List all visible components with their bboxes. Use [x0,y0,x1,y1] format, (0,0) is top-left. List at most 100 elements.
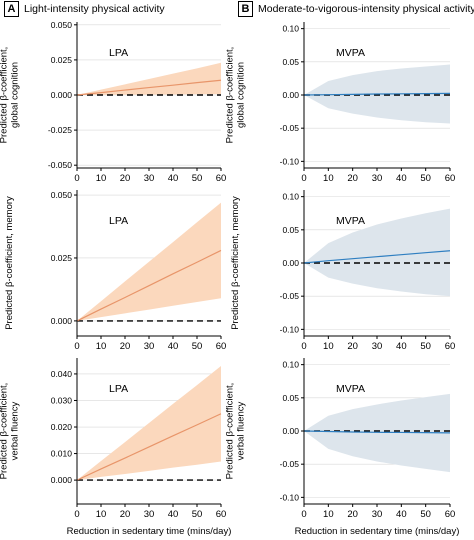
y-axis-label: Predicted β-coefficient, [0,47,10,144]
y-tick-label: 0.010 [51,449,73,459]
y-tick-label: 0.10 [282,192,299,202]
x-tick-label: 0 [301,341,306,352]
y-tick-label: 0.10 [282,360,299,370]
y-axis-label: verbal fluency [236,401,247,460]
x-tick-label: 0 [74,341,79,352]
y-axis-label: Predicted β-coefficient, memory [4,196,15,330]
y-axis-label: Predicted β-coefficient, [225,383,236,480]
chart-3-lpa: 0.000 0.010 0.020 0.030 0.040 0 10 20 30 40 50 60 LP… [0,358,231,537]
series-label: MVPA [336,215,365,227]
y-axis-label: global cognition [236,62,247,128]
y-tick-label: -0.10 [280,156,300,166]
y-tick-label: 0.00 [282,426,299,436]
x-tick-label: 20 [347,509,358,520]
y-tick-label: 0.050 [51,20,73,30]
x-tick-label: 20 [120,341,131,352]
confidence-band [77,202,221,321]
panel-a-letter: A [4,0,19,17]
panel-a-title: Light-intensity physical activity [24,2,165,15]
y-axis-label: verbal fluency [10,401,21,460]
y-tick-label: 0.050 [51,190,73,200]
confidence-band [304,208,450,297]
estimate-line [303,92,451,96]
x-tick-label: 10 [96,173,107,184]
confidence-band [77,62,221,95]
x-tick-label: 60 [216,341,227,352]
x-tick-label: 50 [192,173,203,184]
chart-2-mvpa: -0.10 -0.05 0.00 0.05 0.10 0 10 20 30 40 50 60 MVPA P… [230,190,455,352]
y-tick-label: -0.10 [280,492,300,502]
x-tick-label: 0 [301,173,306,184]
x-tick-label: 10 [96,341,107,352]
y-tick-label: 0.030 [51,395,73,405]
panel-a-header: A Light-intensity physical activity [4,0,165,17]
y-tick-label: -0.05 [280,123,300,133]
y-tick-label: 0.025 [51,253,73,263]
series-label: LPA [109,47,128,59]
y-tick-label: 0.000 [51,90,73,100]
x-tick-label: 50 [420,341,431,352]
x-tick-label: 50 [420,173,431,184]
series-label: LPA [109,215,128,227]
x-tick-label: 40 [168,509,179,520]
x-tick-label: 20 [347,173,358,184]
x-tick-label: 20 [347,341,358,352]
x-tick-label: 40 [168,173,179,184]
x-tick-label: 30 [144,509,155,520]
panel-b-letter: B [238,0,253,17]
estimate-line [76,249,222,322]
estimate-line [76,413,222,481]
series-label: MVPA [336,383,365,395]
y-tick-label: 0.000 [51,475,73,485]
y-tick-label: 0.00 [282,258,299,268]
x-tick-label: 40 [396,173,407,184]
x-axis-label: Reduction in sedentary time (mins/day) [295,526,460,537]
x-tick-label: 10 [96,509,107,520]
y-tick-label: -0.050 [48,160,72,170]
chart-2-lpa: 0.000 0.025 0.050 0 10 20 30 40 50 60 LPA Predicted… [4,190,226,352]
y-tick-label: 0.00 [282,90,299,100]
x-tick-label: 0 [74,173,79,184]
x-tick-label: 10 [323,173,334,184]
x-tick-label: 20 [120,173,131,184]
y-axis-label: Predicted β-coefficient, memory [230,196,241,330]
x-tick-label: 50 [420,509,431,520]
x-tick-label: 0 [301,509,306,520]
chart-3-mvpa: -0.10 -0.05 0.00 0.05 0.10 0 10 20 30 40 50 60 MVPA P… [225,358,460,537]
series-label: MVPA [336,47,365,59]
estimate-line [76,79,222,96]
y-tick-label: 0.05 [282,393,299,403]
panel-b-header: B Moderate-to-vigorous-intensity physica… [238,0,474,17]
panel-b-title: Moderate-to-vigorous-intensity physical … [258,2,474,15]
x-tick-label: 60 [445,173,456,184]
x-tick-label: 30 [372,341,383,352]
x-tick-label: 60 [216,173,227,184]
y-tick-label: 0.10 [282,24,299,34]
x-tick-label: 50 [192,509,203,520]
y-tick-label: 0.040 [51,369,73,379]
x-tick-label: 40 [168,341,179,352]
x-axis-label: Reduction in sedentary time (mins/day) [67,526,232,537]
estimate-line [303,430,451,434]
y-axis-label: Predicted β-coefficient, [225,47,236,144]
y-axis-label: global cognition [10,62,21,128]
y-tick-label: -0.05 [280,291,300,301]
x-tick-label: 30 [144,173,155,184]
y-tick-label: 0.05 [282,225,299,235]
series-label: LPA [109,383,128,395]
chart-1-lpa: -0.050 -0.025 0.000 0.025 0.050 0 10 20 30 40 50 60… [0,20,226,184]
estimate-line [303,250,451,264]
y-tick-label: 0.025 [51,55,73,65]
y-axis-label: Predicted β-coefficient, [0,383,10,480]
x-tick-label: 30 [372,509,383,520]
x-tick-label: 30 [144,341,155,352]
x-tick-label: 60 [445,509,456,520]
y-tick-label: 0.05 [282,57,299,67]
y-tick-label: 0.020 [51,422,73,432]
y-tick-label: 0.000 [51,316,73,326]
chart-1-mvpa: -0.10 -0.05 0.00 0.05 0.10 0 10 20 30 40 50 60 MVPA P… [225,22,456,184]
x-tick-label: 10 [323,341,334,352]
x-tick-label: 40 [396,341,407,352]
